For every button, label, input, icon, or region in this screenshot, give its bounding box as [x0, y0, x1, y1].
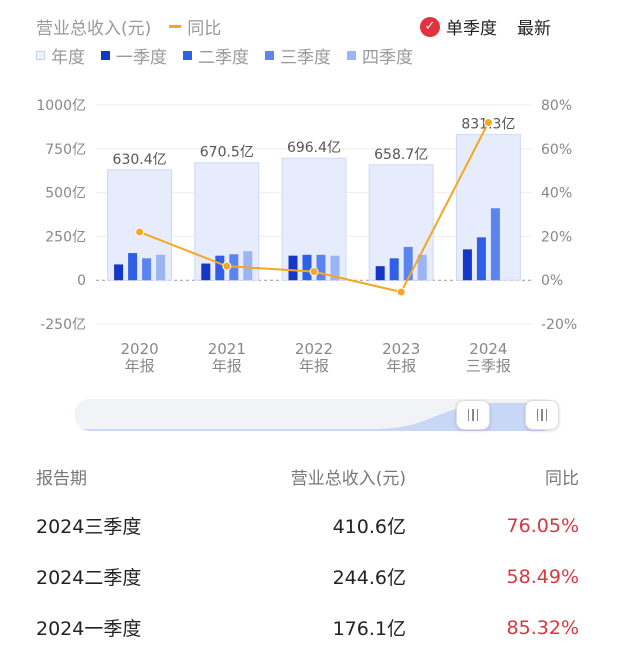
q2-swatch	[183, 51, 192, 60]
yoy-point	[135, 227, 145, 237]
right-axis-tick: 40%	[541, 186, 572, 202]
series-yoy-label: 同比	[187, 19, 222, 39]
quarter-bar	[215, 255, 225, 281]
table-row[interactable]: 2024一季度 176.1亿 85.32%	[36, 602, 579, 653]
checkmark-icon[interactable]: ✓	[420, 16, 440, 37]
x-tick-label: 三季报	[466, 357, 511, 375]
single-quarter-toggle[interactable]: 单季度	[446, 19, 497, 39]
annual-value-label: 658.7亿	[374, 147, 428, 163]
scroller-right-handle[interactable]	[525, 400, 559, 430]
quarter-bar	[476, 237, 486, 281]
x-tick-label: 2020	[121, 340, 159, 358]
row-period: 2024一季度	[36, 618, 142, 640]
row-yoy: 76.05%	[506, 514, 579, 537]
legend-item-q1[interactable]: 一季度	[101, 43, 167, 68]
x-tick-label: 年报	[125, 357, 155, 375]
yoy-line-swatch	[169, 25, 182, 28]
header-yoy: 同比	[545, 468, 579, 489]
quarter-bar	[389, 258, 399, 281]
legend-q1-label: 一季度	[116, 48, 167, 68]
legend-item-year[interactable]: 年度	[36, 43, 85, 68]
table-header: 报告期 营业总收入(元) 同比	[36, 452, 579, 500]
row-yoy: 58.49%	[506, 565, 579, 588]
right-axis-tick: 60%	[541, 142, 572, 158]
row-yoy: 85.32%	[506, 616, 579, 639]
revenue-table: 报告期 营业总收入(元) 同比 2024三季度 410.6亿 76.05% 20…	[36, 452, 579, 653]
row-revenue: 176.1亿	[332, 618, 406, 640]
row-revenue: 244.6亿	[332, 567, 406, 589]
header-revenue: 营业总收入(元)	[290, 468, 406, 489]
quarter-bar	[417, 254, 427, 281]
quarter-bar	[462, 249, 472, 281]
quarter-bar	[490, 208, 500, 281]
table-row[interactable]: 2024三季度 410.6亿 76.05%	[36, 500, 579, 551]
row-period: 2024二季度	[36, 567, 142, 589]
revenue-chart: 1000亿 750亿 500亿 250亿 0 -250亿 80% 60% 40% 20% 0% -20…	[36, 98, 577, 375]
yoy-point	[222, 261, 232, 271]
x-tick-label: 2021	[208, 340, 246, 358]
legend-year-label: 年度	[51, 48, 85, 68]
quarter-bar	[375, 266, 385, 281]
header-period: 报告期	[36, 468, 87, 489]
quarter-bar	[201, 263, 211, 281]
latest-button[interactable]: 最新	[517, 19, 551, 39]
quarter-bar	[403, 246, 413, 281]
chart-controls: ✓ 单季度 最新	[420, 14, 551, 39]
legend-q3-label: 三季度	[280, 48, 331, 68]
left-axis-tick: 750亿	[45, 142, 86, 158]
quarter-legend: 年度 一季度 二季度 三季度 四季度	[36, 43, 429, 68]
q3-swatch	[265, 51, 274, 60]
yoy-point	[309, 267, 319, 277]
right-axis-tick: 20%	[541, 229, 572, 245]
legend-q2-label: 二季度	[198, 48, 249, 68]
table-row[interactable]: 2024二季度 244.6亿 58.49%	[36, 551, 579, 602]
right-axis-tick: 0%	[541, 273, 563, 289]
annual-value-label: 630.4亿	[113, 152, 167, 168]
right-axis-tick: -20%	[541, 317, 577, 333]
scroller-left-handle[interactable]	[456, 400, 490, 430]
yoy-point	[396, 287, 406, 297]
q4-swatch	[347, 51, 356, 60]
legend-item-q3[interactable]: 三季度	[265, 43, 331, 68]
right-axis-tick: 80%	[541, 98, 572, 114]
left-axis-tick: 500亿	[45, 186, 86, 202]
quarter-bar	[288, 255, 298, 281]
row-revenue: 410.6亿	[332, 516, 406, 538]
quarter-bar	[156, 254, 166, 281]
quarter-bar	[114, 264, 124, 281]
legend-q4-label: 四季度	[362, 48, 413, 68]
left-axis-tick: 1000亿	[36, 98, 86, 114]
x-tick-label: 2024	[469, 340, 507, 358]
quarter-bar	[128, 253, 138, 281]
yoy-point	[483, 118, 493, 128]
legend-item-q4[interactable]: 四季度	[347, 43, 413, 68]
scroller-minimap	[74, 403, 558, 431]
left-axis-tick: -250亿	[40, 317, 86, 333]
annual-value-label: 696.4亿	[287, 140, 341, 156]
x-tick-label: 2023	[382, 340, 420, 358]
left-axis-tick: 250亿	[45, 229, 86, 245]
quarter-bar	[142, 258, 152, 281]
annual-value-label: 670.5亿	[200, 145, 254, 161]
row-period: 2024三季度	[36, 516, 142, 538]
series-revenue-label: 营业总收入(元)	[36, 19, 152, 39]
x-tick-label: 年报	[299, 357, 329, 375]
x-tick-label: 年报	[386, 357, 416, 375]
quarter-bar	[243, 251, 253, 281]
q1-swatch	[101, 51, 110, 60]
left-axis-tick: 0	[77, 273, 86, 289]
year-swatch	[36, 51, 45, 60]
quarter-bar	[316, 254, 326, 281]
quarter-bar	[302, 254, 312, 281]
quarter-bar	[330, 255, 340, 281]
x-tick-label: 年报	[212, 357, 242, 375]
x-tick-label: 2022	[295, 340, 333, 358]
chart-title-legend: 营业总收入(元) 同比	[36, 14, 221, 39]
legend-item-q2[interactable]: 二季度	[183, 43, 249, 68]
